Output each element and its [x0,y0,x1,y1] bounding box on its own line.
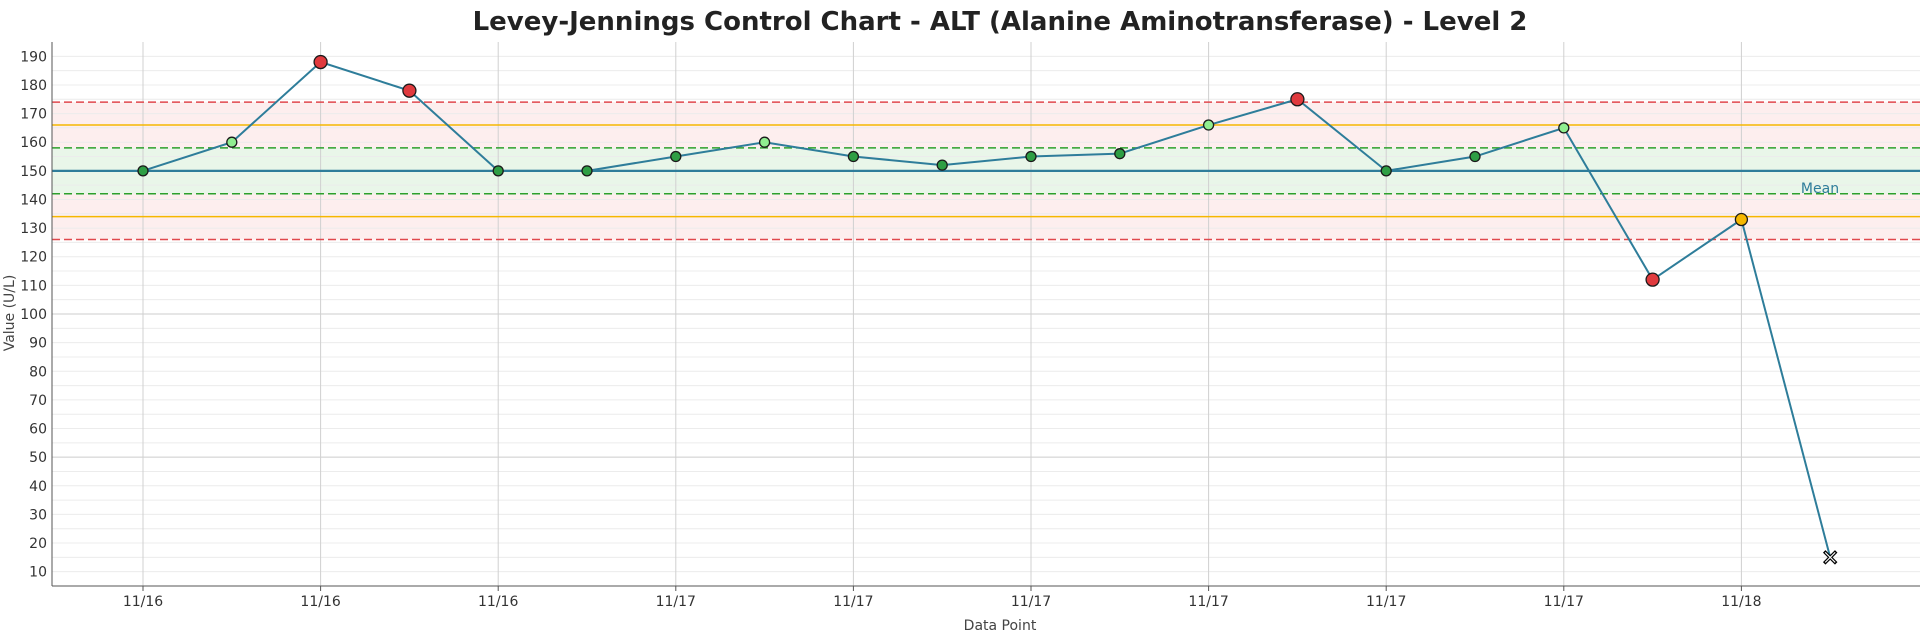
y-tick-label: 190 [20,49,47,65]
control-limit-lines [52,101,1920,241]
data-point-reject [313,54,328,70]
x-tick-label: 11/17 [656,594,696,610]
y-tick-label: 100 [20,307,47,323]
x-tick-label: 11/17 [833,594,873,610]
y-tick-label: 170 [20,107,47,123]
data-point-warn1 [1558,122,1570,134]
x-tick-labels: 11/16 11/16 11/16 11/17 11/17 11/17 11/17 11/17… [123,586,1762,610]
axes [51,42,1920,587]
x-tick-label: 11/17 [1188,594,1228,610]
y-tick-label: 130 [20,221,47,237]
y-tick-label: 140 [20,192,47,208]
data-point-reject [1290,92,1305,107]
y-tick-label: 90 [29,336,47,352]
y-tick-label: 10 [29,565,47,581]
data-series [137,54,1838,565]
y-tick-label: 40 [29,479,47,495]
y-tick-labels: 10 20 30 40 50 60 70 80 90 100 110 120 130 140 150 160 1… [20,49,47,580]
y-tick-label: 80 [29,364,47,380]
data-point-ok [847,150,860,163]
x-tick-label: 11/16 [478,594,518,610]
data-point-ok [1380,165,1392,177]
y-axis-label: Value (U/L) [2,275,18,352]
data-point-excluded [1822,550,1838,565]
data-point-ok [1469,150,1481,163]
data-point-warn1 [1202,119,1215,131]
y-tick-label: 20 [29,536,47,552]
data-point-reject [1645,272,1660,287]
data-point-ok [1025,150,1037,163]
x-axis-label: Data Point [964,618,1037,634]
y-tick-label: 30 [29,507,47,523]
data-point-ok [936,159,948,171]
x-tick-label: 11/18 [1721,594,1761,610]
series-line [142,60,1832,558]
data-point-warn1 [758,136,771,148]
y-tick-label: 180 [20,78,47,94]
chart-title: Levey-Jennings Control Chart - ALT (Alan… [473,7,1528,37]
y-tick-label: 60 [29,422,47,438]
grid-lines [52,42,1920,586]
data-point-reject [402,83,417,98]
mean-label: Mean [1801,181,1839,197]
y-tick-label: 120 [20,250,47,266]
data-point-ok [137,165,149,177]
x-tick-label: 11/17 [1544,594,1584,610]
x-tick-label: 11/17 [1011,594,1051,610]
y-tick-label: 160 [20,135,47,151]
y-tick-label: 50 [29,450,47,466]
data-point-ok [670,150,682,163]
x-tick-label: 11/16 [123,594,163,610]
x-tick-label: 11/16 [300,594,340,610]
x-tick-label: 11/17 [1366,594,1406,610]
data-point-warn2 [1734,212,1749,227]
data-point-ok [492,165,504,177]
y-tick-label: 70 [29,393,47,409]
data-point-warn1 [226,136,238,148]
y-tick-label: 110 [20,278,47,294]
y-tick-label: 150 [20,164,47,180]
data-point-ok [581,165,593,177]
data-point-ok [1114,148,1126,160]
